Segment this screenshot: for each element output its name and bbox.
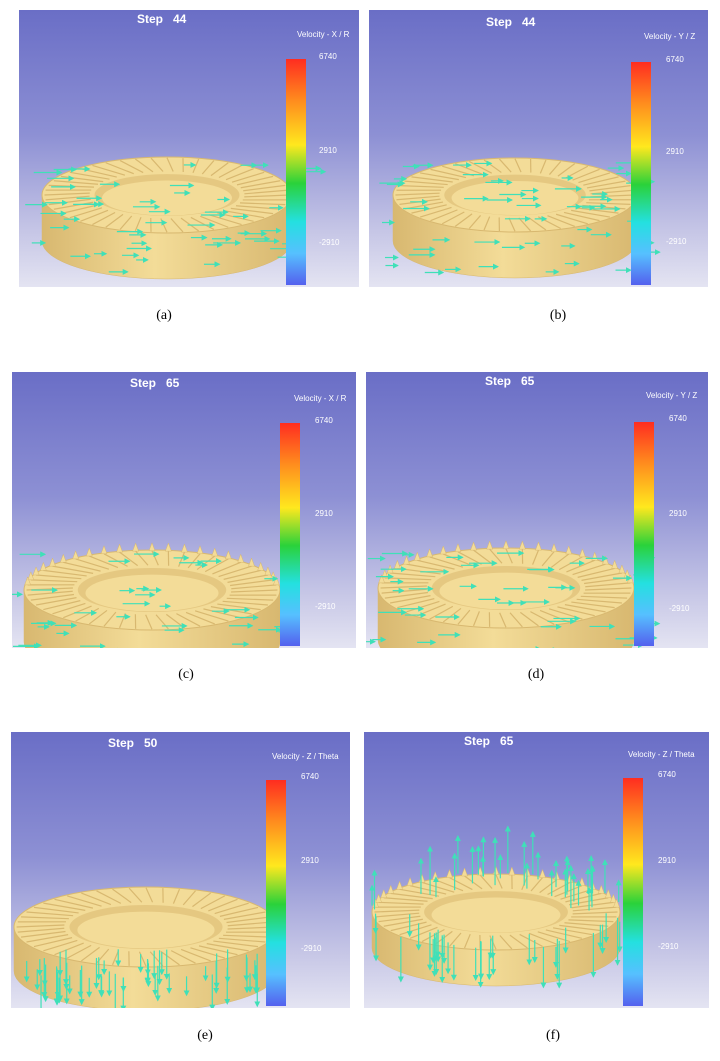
caption-c: (c) xyxy=(178,667,194,682)
scale-tick-max: 6740 xyxy=(319,52,337,61)
gear-bore-floor xyxy=(431,897,561,933)
scale-tick-min: -2910 xyxy=(315,602,336,611)
color-scale-bar xyxy=(634,422,654,646)
velocity-vectors xyxy=(369,825,623,989)
velocity-vectors xyxy=(12,551,296,648)
gear-bore-floor xyxy=(102,180,232,216)
velocity-vectors xyxy=(25,161,327,275)
gear-bore-floor xyxy=(439,572,573,610)
caption-d: (d) xyxy=(527,667,545,682)
gear-teeth xyxy=(395,158,635,232)
gear-scene xyxy=(366,540,661,648)
color-scale-bar xyxy=(623,778,643,1006)
gear-bore-floor xyxy=(451,180,579,216)
gear-scene xyxy=(369,825,623,989)
gear-scene xyxy=(13,886,279,1008)
step-label: Step 65 xyxy=(130,376,180,390)
simulation-panel-e: Step 50 Velocity - Z / Theta 6740 2910 -… xyxy=(11,732,350,1008)
step-label: Step 44 xyxy=(137,12,187,26)
velocity-component-label: Velocity - Y / Z xyxy=(646,391,698,400)
color-scale-bar xyxy=(280,423,300,646)
step-label: Step 50 xyxy=(108,736,158,750)
gear-teeth xyxy=(44,157,290,233)
step-label: Step 44 xyxy=(486,15,536,29)
gear-bore-floor xyxy=(85,574,219,612)
velocity-component-label: Velocity - Z / Theta xyxy=(272,752,339,761)
velocity-component-label: Velocity - X / R xyxy=(297,30,350,39)
step-label: Step 65 xyxy=(485,374,535,388)
simulation-panel-f: Step 65 Velocity - Z / Theta 6740 2910 -… xyxy=(364,732,709,1008)
gear-scene xyxy=(379,157,661,279)
scale-tick-mid: 2910 xyxy=(669,509,687,518)
scale-tick-mid: 2910 xyxy=(319,146,337,155)
caption-a: (a) xyxy=(156,308,172,323)
simulation-panel-a: Step 44 Velocity - X / R 6740 2910 -2910 xyxy=(19,10,359,287)
scale-tick-min: -2910 xyxy=(658,942,679,951)
color-scale-bar xyxy=(266,780,286,1006)
caption-b: (b) xyxy=(549,308,567,323)
scale-tick-max: 6740 xyxy=(315,416,333,425)
simulation-panel-d: Step 65 Velocity - Y / Z 6740 2910 -2910 xyxy=(366,372,708,648)
scale-tick-mid: 2910 xyxy=(666,147,684,156)
step-label: Step 65 xyxy=(464,734,514,748)
simulation-panel-b: Step 44 Velocity - Y / Z 6740 2910 -2910 xyxy=(369,10,708,287)
gear-teeth xyxy=(378,540,634,628)
scale-tick-max: 6740 xyxy=(301,772,319,781)
scale-tick-min: -2910 xyxy=(319,238,340,247)
scale-tick-min: -2910 xyxy=(301,944,322,953)
gear-scene xyxy=(25,156,327,280)
gear-scene xyxy=(12,542,296,648)
color-scale-bar xyxy=(631,62,651,285)
color-scale-bar xyxy=(286,59,306,285)
scale-tick-max: 6740 xyxy=(669,414,687,423)
gear-bore-floor xyxy=(77,911,215,949)
gear-teeth xyxy=(16,887,276,967)
scale-tick-mid: 2910 xyxy=(301,856,319,865)
scale-tick-mid: 2910 xyxy=(315,509,333,518)
caption-f: (f) xyxy=(546,1028,560,1043)
simulation-panel-c: Step 65 Velocity - X / R 6740 2910 -2910 xyxy=(12,372,356,648)
scale-tick-min: -2910 xyxy=(666,237,687,246)
scale-tick-min: -2910 xyxy=(669,604,690,613)
velocity-component-label: Velocity - X / R xyxy=(294,394,347,403)
scale-tick-max: 6740 xyxy=(658,770,676,779)
velocity-component-label: Velocity - Y / Z xyxy=(644,32,696,41)
scale-tick-mid: 2910 xyxy=(658,856,676,865)
scale-tick-max: 6740 xyxy=(666,55,684,64)
velocity-component-label: Velocity - Z / Theta xyxy=(628,750,695,759)
caption-e: (e) xyxy=(197,1028,213,1043)
